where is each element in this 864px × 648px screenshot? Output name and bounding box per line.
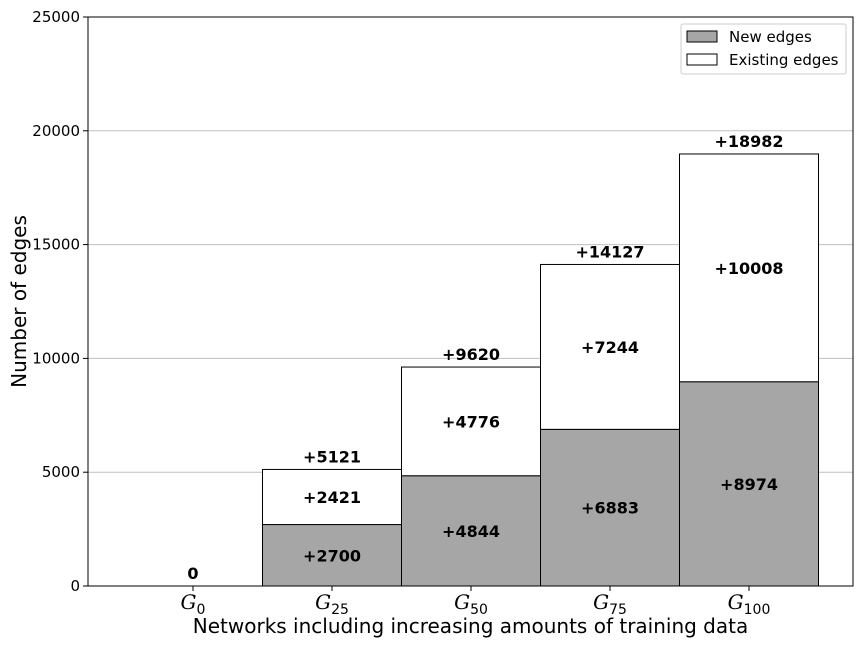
bar-total-label: +14127	[575, 242, 644, 261]
bar-label-new-edges: +4844	[442, 522, 500, 541]
bar-label-existing-edges: +4776	[442, 412, 500, 431]
bar-total-label: 0	[187, 564, 198, 583]
x-tick-label: G25	[315, 590, 349, 618]
y-axis-title: Number of edges	[7, 215, 31, 388]
bar-existing-edges	[540, 263, 680, 430]
legend-swatch-new-edges	[686, 30, 718, 43]
x-tick-label: G75	[593, 590, 627, 618]
bar-total-label: +5121	[303, 447, 361, 466]
bar-total-label: +18982	[714, 132, 783, 151]
y-tick-label: 20000	[32, 122, 80, 140]
x-tick-label: G50	[454, 590, 488, 618]
y-tick-label: 15000	[32, 236, 80, 254]
x-axis-title: Networks including increasing amounts of…	[193, 614, 748, 638]
legend-swatch-existing-edges	[686, 53, 718, 66]
bar-existing-edges	[679, 153, 819, 383]
legend-label-existing-edges: Existing edges	[729, 51, 839, 69]
legend-label-new-edges: New edges	[729, 28, 812, 46]
bar-label-new-edges: +6883	[581, 499, 639, 518]
x-tick-label: G0	[181, 590, 206, 618]
bar-new-edges	[401, 475, 541, 587]
y-tick-label: 25000	[32, 8, 80, 26]
x-tick-label: G100	[728, 590, 771, 618]
bar-new-edges	[540, 428, 680, 587]
bar-labels: 0 +2700 +2421 +5121 +4844 +4776 +9620 +6883 +724…	[187, 132, 783, 583]
y-tick-label: 5000	[42, 463, 80, 481]
bar-existing-edges	[401, 366, 541, 477]
bar-total-label: +9620	[442, 345, 500, 364]
bar-existing-edges	[262, 468, 402, 526]
y-tick-label: 0	[70, 577, 80, 595]
bar-label-existing-edges: +10008	[714, 259, 783, 278]
bar-label-new-edges: +2700	[303, 546, 361, 565]
bar-new-edges	[262, 524, 402, 587]
y-axis-ticks: 0 5000 10000 15000 20000 25000	[32, 8, 88, 595]
bars	[262, 153, 819, 587]
x-axis-ticks: G0 G25 G50 G75 G100	[181, 586, 771, 618]
bar-label-existing-edges: +2421	[303, 488, 361, 507]
bar-label-existing-edges: +7244	[581, 338, 639, 357]
legend-box	[680, 23, 847, 75]
bar-label-new-edges: +8974	[720, 475, 778, 494]
legend: New edges Existing edges	[680, 23, 847, 75]
y-tick-label: 10000	[32, 349, 80, 367]
bar-new-edges	[679, 381, 819, 587]
